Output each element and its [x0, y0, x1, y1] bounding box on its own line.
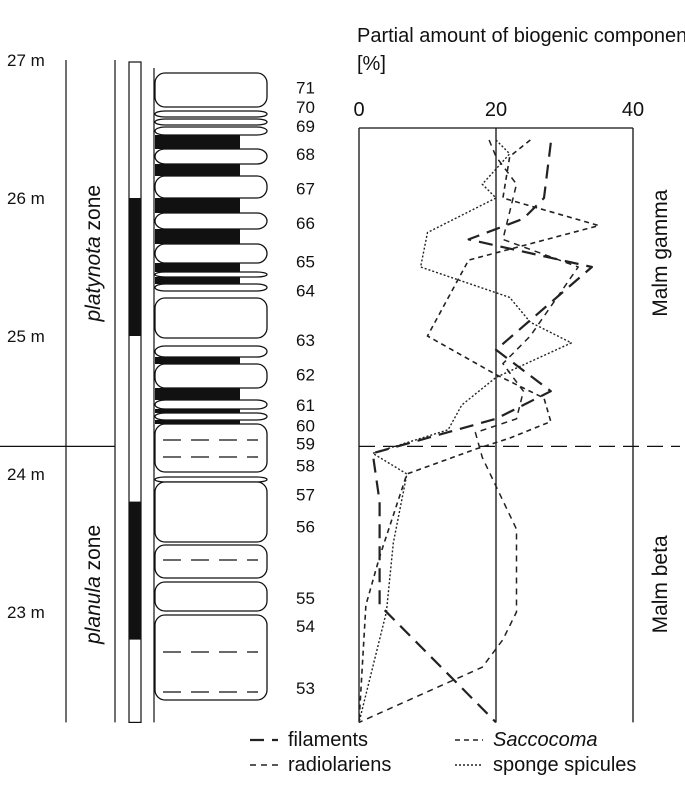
plot-area: 0 20 40: [353, 99, 680, 724]
unit-label: Malm beta: [649, 535, 672, 633]
polarity-normal-interval: [129, 198, 141, 336]
zone-label: platynota zone: [82, 185, 105, 323]
limestone-bed: [154, 126, 268, 136]
limestone-bed: [154, 297, 268, 339]
limestone-bed: [154, 399, 268, 410]
limestone-bed: [154, 481, 268, 543]
x-tick-label: 20: [485, 99, 507, 121]
limestone-bed: [154, 243, 268, 264]
bed-number: 63: [296, 331, 315, 350]
limestone-bed: [154, 476, 268, 483]
bed-number: 57: [296, 486, 315, 505]
limestone-bed: [154, 283, 268, 292]
unit-label: Malm gamma: [649, 189, 672, 317]
bed-number: 61: [296, 396, 315, 415]
legend-label: filaments: [288, 729, 368, 751]
bed-number: 60: [296, 417, 315, 436]
marl-band: [155, 198, 240, 213]
limestone-bed: [154, 614, 268, 701]
marl-band: [155, 263, 240, 272]
marl-band: [155, 388, 240, 400]
bed-number: 64: [296, 281, 315, 300]
legend: filaments radiolariens Saccocoma sponge spi…: [250, 729, 636, 776]
bed-number: 66: [296, 214, 315, 233]
bed-number: 69: [296, 117, 315, 136]
depth-tick-label: 24 m: [7, 465, 45, 484]
bed-number: 65: [296, 252, 315, 271]
limestone-bed: [154, 212, 268, 230]
series-line-sponge-spicules: [358, 139, 573, 723]
marl-band: [155, 420, 240, 424]
bed-number: 56: [296, 517, 315, 536]
limestone-bed: [154, 345, 268, 358]
limestone-bed: [154, 581, 268, 612]
lithology-column: [154, 72, 268, 701]
series-line-filaments: [371, 142, 594, 724]
zone-label-name: platynota: [82, 236, 105, 322]
series-line-saccocoma: [358, 139, 600, 723]
chart-title-line-2: [%]: [357, 53, 386, 75]
bed-number: 54: [296, 617, 315, 636]
limestone-bed: [154, 363, 268, 389]
polarity-strip: [128, 61, 155, 724]
series-line-radiolariens: [358, 139, 579, 724]
bed-number: 70: [296, 98, 315, 117]
limestone-bed: [154, 118, 268, 126]
depth-axis: 23 m 24 m 25 m 26 m 27 m: [7, 51, 67, 723]
x-tick-label: 40: [622, 99, 644, 121]
bed-number: 59: [296, 435, 315, 454]
unit-labels: Malm gamma Malm beta: [649, 189, 672, 633]
marl-band: [155, 135, 240, 149]
marl-band: [155, 357, 240, 364]
chart-title: Partial amount of biogenic components [%]: [357, 25, 685, 75]
limestone-bed: [154, 423, 268, 473]
depth-tick-label: 25 m: [7, 327, 45, 346]
bed-number: 58: [296, 457, 315, 476]
limestone-bed: [154, 544, 268, 579]
marl-band: [155, 229, 240, 244]
limestone-bed: [154, 110, 268, 118]
depth-tick-label: 23 m: [7, 603, 45, 622]
depth-tick-label: 27 m: [7, 51, 45, 70]
bed-number: 62: [296, 366, 315, 385]
zone-label-name: planula: [82, 576, 105, 645]
legend-label: radiolariens: [288, 754, 391, 776]
bed-number: 53: [296, 679, 315, 698]
marl-band: [155, 409, 240, 413]
bed-number: 55: [296, 589, 315, 608]
chart-title-line-1: Partial amount of biogenic components: [357, 25, 685, 47]
zone-label-suffix: zone: [82, 525, 105, 576]
depth-tick-label: 26 m: [7, 189, 45, 208]
legend-label: Saccocoma: [493, 729, 598, 751]
bed-number: 68: [296, 145, 315, 164]
limestone-bed: [154, 175, 268, 199]
limestone-bed: [154, 148, 268, 165]
bed-number: 67: [296, 179, 315, 198]
zone-label-suffix: zone: [82, 185, 105, 236]
zone-label: planula zone: [82, 525, 105, 645]
legend-label: sponge spicules: [493, 754, 636, 776]
polarity-normal-interval: [129, 501, 141, 640]
x-tick-label: 0: [353, 99, 364, 121]
limestone-bed: [154, 412, 268, 421]
limestone-bed: [154, 72, 268, 108]
limestone-bed: [154, 271, 268, 278]
bed-number: 71: [296, 79, 315, 98]
marl-band: [155, 164, 240, 176]
marl-band: [155, 277, 240, 284]
